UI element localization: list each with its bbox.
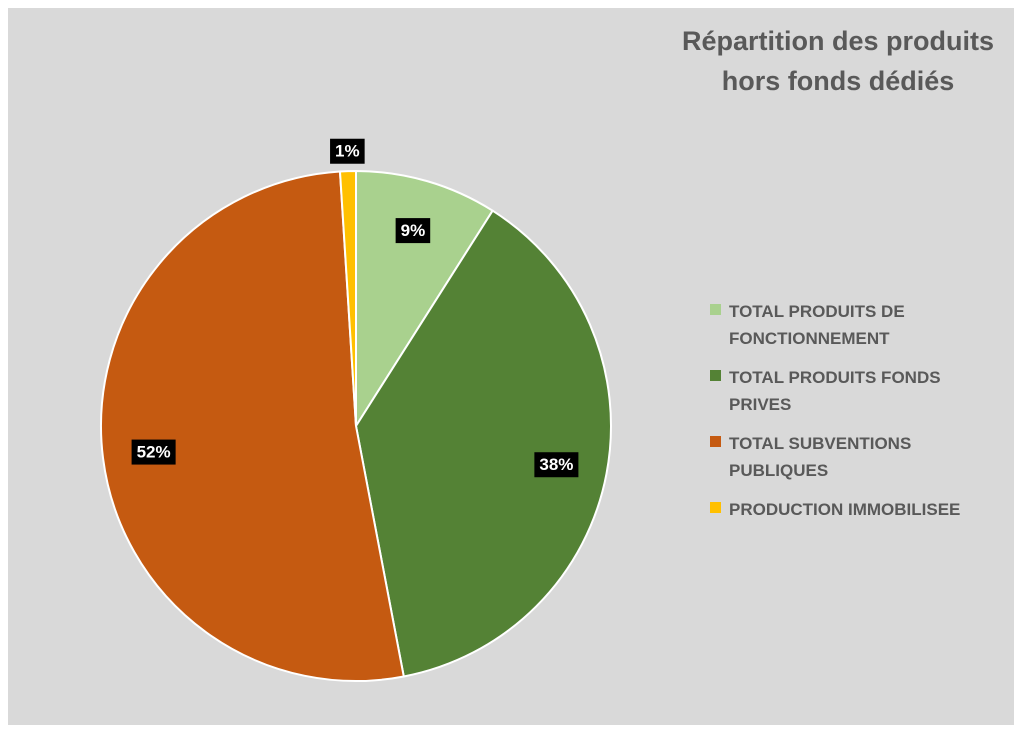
chart: Répartition des produits hors fonds dédi… <box>100 26 994 682</box>
legend-label: TOTAL SUBVENTIONS PUBLIQUES <box>729 434 912 480</box>
data-label: 1% <box>330 138 365 164</box>
data-label-bg <box>395 218 431 244</box>
data-label: 52% <box>131 439 176 465</box>
pie-slice <box>338 169 357 427</box>
legend-swatch <box>710 304 721 315</box>
legend-item: TOTAL PRODUITS FONDS PRIVES <box>710 364 1000 418</box>
legend-item: TOTAL SUBVENTIONS PUBLIQUES <box>710 430 1000 484</box>
legend-item: PRODUCTION IMMOBILISEE <box>710 496 1000 523</box>
legend-label: PRODUCTION IMMOBILISEE <box>729 500 961 519</box>
pie-slice <box>355 169 495 430</box>
legend-item: TOTAL PRODUITS DE FONCTIONNEMENT <box>710 298 1000 352</box>
data-label-text: 1% <box>335 142 360 161</box>
legend-label: TOTAL PRODUITS DE FONCTIONNEMENT <box>729 302 905 348</box>
pie-slice <box>354 209 612 678</box>
data-label: 38% <box>534 452 579 478</box>
legend-label: TOTAL PRODUITS FONDS PRIVES <box>729 368 941 414</box>
data-label-bg <box>131 439 176 465</box>
data-label-text: 38% <box>539 455 573 474</box>
chart-title: hors fonds dédiés <box>722 66 955 96</box>
data-label-text: 9% <box>401 221 426 240</box>
legend: TOTAL PRODUITS DE FONCTIONNEMENT TOTAL PR… <box>710 298 1000 535</box>
legend-swatch <box>710 370 721 381</box>
pie-slice <box>100 170 405 682</box>
legend-swatch <box>710 436 721 447</box>
legend-swatch <box>710 502 721 513</box>
data-label-text: 52% <box>137 443 171 462</box>
data-label-bg <box>330 138 365 164</box>
data-label-bg <box>534 452 579 478</box>
data-label: 9% <box>395 218 431 244</box>
chart-frame: Répartition des produits hors fonds dédi… <box>8 8 1014 725</box>
chart-title: Répartition des produits <box>682 26 994 56</box>
